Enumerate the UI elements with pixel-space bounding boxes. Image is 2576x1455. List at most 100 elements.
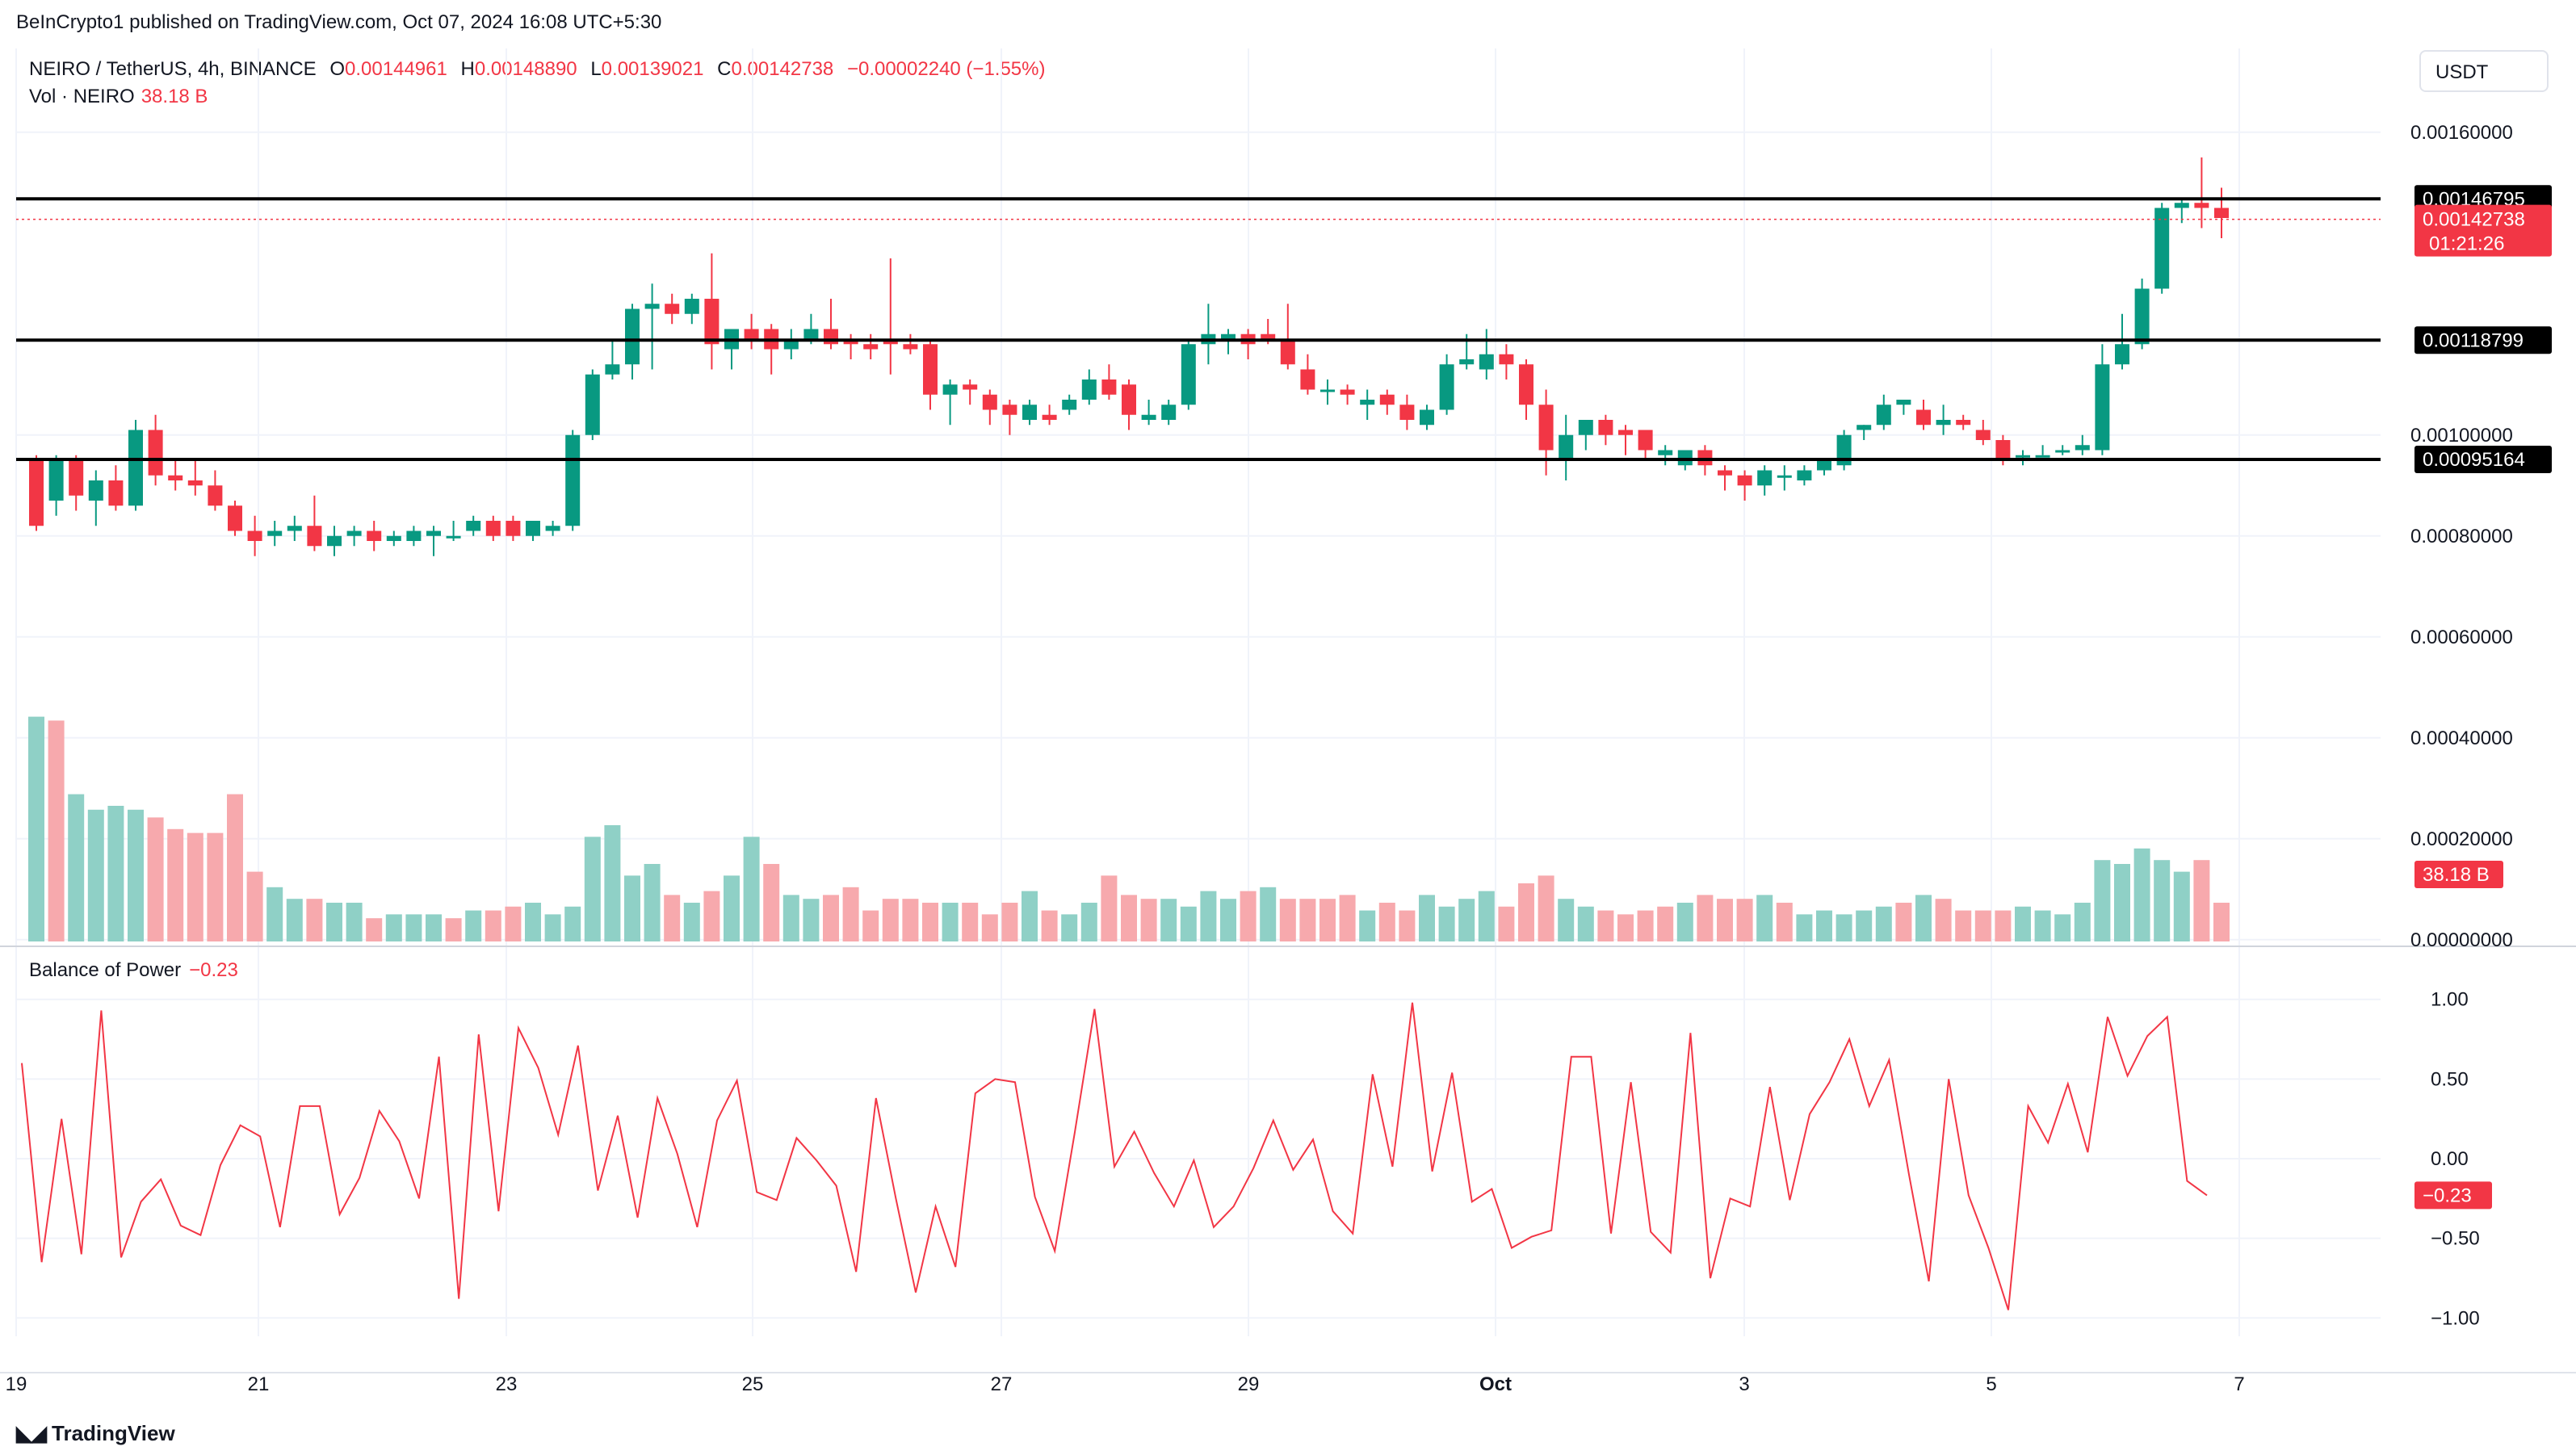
volume-bar bbox=[366, 918, 383, 941]
volume-bar bbox=[1816, 910, 1832, 941]
volume-bar bbox=[1001, 903, 1018, 941]
symbol-title[interactable]: NEIRO / TetherUS, 4h, BINANCE bbox=[29, 58, 317, 80]
level-tag bbox=[2414, 445, 2552, 473]
candle-body bbox=[1122, 384, 1136, 415]
volume-bar bbox=[1359, 910, 1376, 941]
tradingview-brand[interactable]: ◣◢ TradingView bbox=[16, 1421, 175, 1446]
candle-body bbox=[1956, 420, 1971, 426]
open-value: 0.00144961 bbox=[345, 58, 447, 80]
candle-body bbox=[69, 460, 84, 496]
volume-tag bbox=[2414, 861, 2503, 888]
candle-body bbox=[267, 530, 283, 536]
candle-body bbox=[1420, 409, 1434, 426]
volume-bar bbox=[1856, 910, 1873, 941]
bop-tick-label: −0.50 bbox=[2431, 1228, 2480, 1250]
time-tick-label: 3 bbox=[1739, 1373, 1749, 1395]
high-label: H bbox=[460, 58, 475, 80]
volume-bar bbox=[246, 871, 263, 941]
candle-body bbox=[1181, 344, 1196, 405]
candle-body bbox=[1677, 450, 1693, 466]
candle-body bbox=[1360, 400, 1375, 405]
volume-bar bbox=[1319, 899, 1336, 941]
volume-bar bbox=[1736, 899, 1753, 941]
candle-body bbox=[625, 308, 640, 365]
candle-body bbox=[1261, 333, 1276, 339]
horizontal-levels[interactable] bbox=[16, 197, 2381, 461]
volume-bar bbox=[147, 817, 164, 941]
volume-bar bbox=[1299, 899, 1316, 941]
bop-label[interactable]: Balance of Power bbox=[29, 959, 182, 981]
volume-bar bbox=[1577, 906, 1594, 941]
price-tick-label: 0.00080000 bbox=[2410, 526, 2513, 547]
time-tick-label: 19 bbox=[6, 1373, 27, 1395]
open-label: O bbox=[329, 58, 346, 80]
price-tick-label: 0.00160000 bbox=[2410, 122, 2513, 144]
price-tick-label: 0.00060000 bbox=[2410, 627, 2513, 648]
volume-bar bbox=[1915, 895, 1932, 941]
volume-bar bbox=[942, 903, 959, 941]
candle-body bbox=[1638, 430, 1653, 451]
volume-bar bbox=[1419, 895, 1435, 941]
tradingview-logo-icon: ◣◢ bbox=[16, 1421, 47, 1445]
volume-bar bbox=[1260, 887, 1277, 941]
volume-bar bbox=[2074, 903, 2091, 941]
volume-bars bbox=[28, 716, 2230, 941]
volume-bar bbox=[1279, 899, 1296, 941]
volume-bar bbox=[1995, 910, 2012, 941]
volume-bar bbox=[1776, 903, 1793, 941]
low-label: L bbox=[590, 58, 602, 80]
candle-body bbox=[187, 480, 203, 486]
candle-body bbox=[824, 329, 838, 345]
volume-bar bbox=[1160, 899, 1177, 941]
currency-button[interactable]: USDT bbox=[2419, 50, 2549, 92]
time-tick-label: 23 bbox=[496, 1373, 518, 1395]
candle-body bbox=[1618, 430, 1633, 435]
volume-bar bbox=[505, 906, 522, 941]
volume-bar bbox=[1478, 891, 1495, 941]
volume-bar bbox=[902, 899, 919, 941]
volume-bar bbox=[2094, 860, 2111, 941]
volume-bar bbox=[842, 887, 859, 941]
volume-label[interactable]: Vol · NEIRO bbox=[29, 86, 135, 107]
volume-bar bbox=[2015, 906, 2031, 941]
volume-bar bbox=[743, 837, 760, 941]
close-label: C bbox=[717, 58, 732, 80]
candle-body bbox=[1479, 354, 1494, 370]
volume-bar bbox=[1637, 910, 1654, 941]
candle-body bbox=[1896, 400, 1911, 405]
candle-body bbox=[684, 299, 699, 314]
volume-bar bbox=[107, 806, 124, 941]
candle-body bbox=[744, 329, 759, 339]
candle-body bbox=[2194, 203, 2209, 208]
volume-bar bbox=[1697, 895, 1714, 941]
candle-body bbox=[1658, 450, 1673, 455]
candle-body bbox=[1817, 460, 1831, 471]
candle-body bbox=[2095, 364, 2110, 451]
level-tag-label: 0.00118799 bbox=[2423, 329, 2524, 351]
candle-body bbox=[406, 530, 422, 541]
candle-body bbox=[863, 344, 879, 350]
volume-bar bbox=[48, 720, 65, 941]
bop-pane bbox=[21, 1002, 2208, 1310]
candle-body bbox=[128, 430, 143, 506]
candle-body bbox=[1578, 420, 1593, 435]
candle-body bbox=[307, 526, 322, 547]
candle-body bbox=[1459, 359, 1475, 365]
volume-bar bbox=[1597, 910, 1614, 941]
tradingview-brand-label: TradingView bbox=[52, 1421, 175, 1445]
candle-body bbox=[1042, 414, 1057, 420]
candle-body bbox=[704, 299, 720, 345]
candle-body bbox=[1936, 420, 1951, 426]
volume-bar bbox=[782, 895, 799, 941]
volume-bar bbox=[1558, 899, 1575, 941]
volume-bar bbox=[1935, 899, 1952, 941]
volume-bar bbox=[1458, 899, 1475, 941]
candle-body bbox=[1101, 379, 1117, 395]
volume-bar bbox=[2213, 903, 2230, 941]
candle-body bbox=[1062, 400, 1077, 410]
volume-bar bbox=[525, 903, 541, 941]
volume-bar bbox=[227, 794, 243, 941]
volume-bar bbox=[385, 914, 402, 941]
volume-tag-label: 38.18 B bbox=[2423, 864, 2490, 886]
